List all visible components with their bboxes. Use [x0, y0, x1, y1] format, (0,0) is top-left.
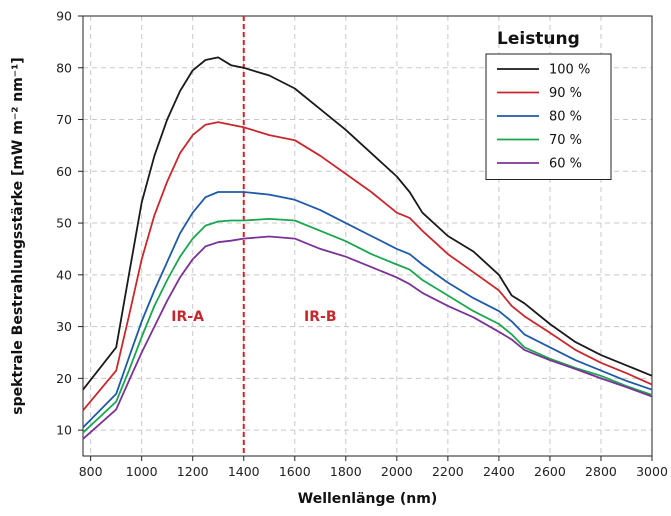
x-tick-label: 2400: [483, 464, 515, 479]
series-line-70: [82, 218, 653, 434]
y-tick-label: 20: [56, 371, 72, 386]
legend-entry: 90 %: [549, 86, 582, 101]
x-axis-title: Wellenlänge (nm): [298, 491, 437, 507]
legend-title: Leistung: [497, 29, 580, 49]
y-tick-label: 90: [56, 9, 72, 24]
legend-entry: 70 %: [549, 133, 582, 148]
y-axis-title: spektrale Bestrahlungsstärke [mW m⁻² nm⁻…: [10, 57, 26, 414]
x-tick-label: 1200: [177, 464, 209, 479]
x-tick-label: 800: [79, 464, 103, 479]
y-tick-label: 10: [56, 423, 72, 438]
x-tick-label: 1400: [228, 464, 260, 479]
x-tick-label: 1800: [330, 464, 362, 479]
x-tick-label: 2000: [381, 464, 413, 479]
region-label-ir-b: IR-B: [304, 309, 336, 325]
y-tick-label: 60: [56, 164, 72, 179]
x-tick-label: 2200: [432, 464, 464, 479]
legend-entry: 60 %: [549, 157, 582, 172]
region-labels: IR-A IR-B: [171, 309, 336, 325]
region-label-ir-a: IR-A: [171, 309, 204, 325]
x-tick-label: 1600: [279, 464, 311, 479]
y-tick-label: 50: [56, 216, 72, 231]
y-tick-label: 70: [56, 112, 72, 127]
series-lines: [82, 56, 653, 440]
legend: Leistung 100 % 90 % 80 % 70 % 60 %: [485, 29, 612, 180]
x-tick-label: 2800: [585, 464, 617, 479]
plot-frame: [82, 15, 653, 457]
series-line-60: [82, 235, 653, 440]
axis-ticks: 800 1000 1200 1400 1600 1800 2000 2200 2400 2600 2…: [56, 9, 668, 480]
y-tick-label: 40: [56, 267, 72, 282]
x-tick-label: 3000: [636, 464, 668, 479]
x-tick-label: 1000: [126, 464, 158, 479]
y-tick-label: 80: [56, 60, 72, 75]
series-line-100: [82, 56, 653, 391]
legend-entry: 80 %: [549, 110, 582, 125]
legend-entry: 100 %: [549, 63, 590, 78]
series-line-80: [82, 191, 653, 429]
x-tick-label: 2600: [534, 464, 566, 479]
y-tick-label: 30: [56, 319, 72, 334]
series-line-90: [82, 121, 653, 411]
